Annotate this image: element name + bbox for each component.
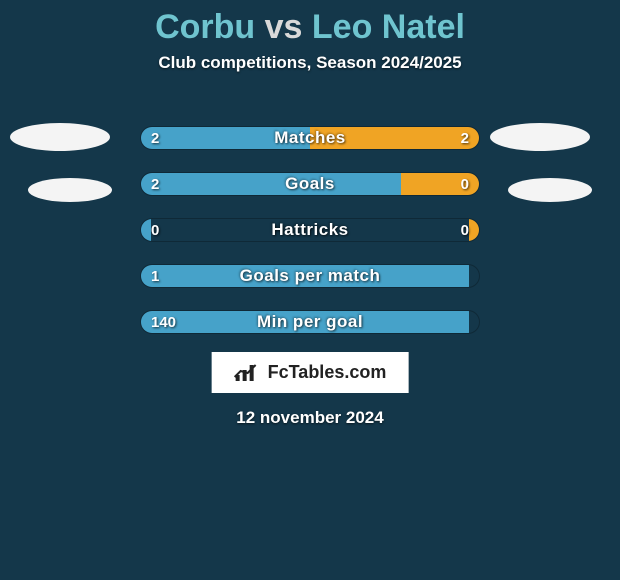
stat-label: Min per goal <box>141 311 479 333</box>
left-value: 1 <box>151 265 159 287</box>
left-value: 0 <box>151 219 159 241</box>
avatar-ellipse <box>508 178 592 202</box>
comparison-infographic: Corbu vs Leo Natel Club competitions, Se… <box>0 0 620 580</box>
player2-name: Leo Natel <box>312 8 465 46</box>
stat-label: Goals <box>141 173 479 195</box>
left-value: 2 <box>151 173 159 195</box>
subtitle: Club competitions, Season 2024/2025 <box>0 53 620 73</box>
title: Corbu vs Leo Natel <box>0 0 620 47</box>
fctables-logo: FcTables.com <box>212 352 409 393</box>
stat-label: Hattricks <box>141 219 479 241</box>
left-value: 140 <box>151 311 176 333</box>
vs-label: vs <box>265 8 303 46</box>
stat-label: Matches <box>141 127 479 149</box>
avatar-ellipse <box>490 123 590 151</box>
right-value: 0 <box>461 219 469 241</box>
stat-row: Matches2 2 <box>140 126 480 150</box>
avatar-ellipse <box>28 178 112 202</box>
stat-row: Goals2 0 <box>140 172 480 196</box>
avatar-ellipse <box>10 123 110 151</box>
left-value: 2 <box>151 127 159 149</box>
right-value: 0 <box>461 173 469 195</box>
right-value: 2 <box>461 127 469 149</box>
stat-row: Hattricks0 0 <box>140 218 480 242</box>
date: 12 november 2024 <box>0 408 620 428</box>
logo-text: FcTables.com <box>268 362 387 383</box>
player1-name: Corbu <box>155 8 255 46</box>
chart-icon <box>234 363 260 383</box>
stat-row: Goals per match1 <box>140 264 480 288</box>
stat-row: Min per goal140 <box>140 310 480 334</box>
stat-bars: Matches22Goals20Hattricks00Goals per mat… <box>140 126 480 356</box>
stat-label: Goals per match <box>141 265 479 287</box>
